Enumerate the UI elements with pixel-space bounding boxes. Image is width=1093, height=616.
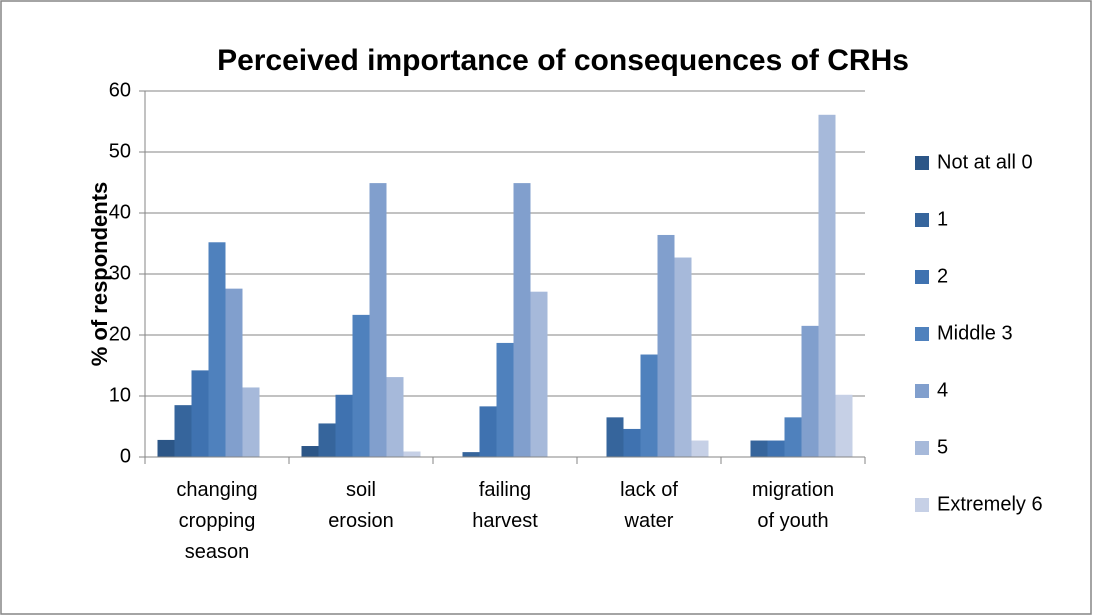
x-tick-label: lack of water	[620, 479, 678, 532]
bar	[386, 377, 404, 457]
bar	[174, 405, 192, 457]
bar	[623, 428, 641, 457]
bar	[242, 387, 260, 457]
y-tick-label: 0	[120, 445, 131, 467]
legend-label: 2	[937, 265, 948, 287]
legend-swatch	[915, 270, 929, 284]
legend-swatch	[915, 498, 929, 512]
x-tick-label: changing cropping season	[176, 479, 257, 563]
bar	[513, 183, 531, 458]
chart-title: Perceived importance of consequences of …	[217, 44, 909, 77]
bar	[818, 114, 836, 457]
y-tick-label: 20	[109, 323, 131, 345]
bar	[318, 423, 336, 457]
y-axis-label: % of respondents	[87, 182, 112, 367]
legend-label: Not at all 0	[937, 151, 1033, 173]
bar	[335, 394, 353, 457]
y-tick-label: 40	[109, 201, 131, 223]
y-tick-label: 60	[109, 79, 131, 101]
bar	[208, 242, 226, 457]
bar	[157, 439, 175, 457]
bar	[835, 394, 853, 457]
bar	[784, 417, 802, 457]
bar	[606, 417, 624, 457]
legend-label: Extremely 6	[937, 493, 1043, 515]
legend-label: 4	[937, 379, 948, 401]
bar	[191, 370, 209, 457]
bar	[640, 354, 658, 457]
bar	[352, 314, 370, 457]
bar	[530, 291, 548, 457]
x-tick-label: failing harvest	[472, 479, 538, 532]
legend-swatch	[915, 327, 929, 341]
bar	[691, 440, 709, 457]
legend-label: 1	[937, 208, 948, 230]
legend-swatch	[915, 156, 929, 170]
bar	[462, 452, 480, 457]
bar	[403, 451, 421, 457]
bar	[750, 440, 768, 457]
x-tick-label: soil erosion	[328, 479, 394, 532]
bar	[301, 446, 319, 457]
bar	[369, 183, 387, 458]
x-tick-label: migration of youth	[752, 479, 834, 532]
legend-swatch	[915, 213, 929, 227]
bar	[674, 257, 692, 457]
bar	[479, 406, 497, 457]
legend-swatch	[915, 441, 929, 455]
bar	[225, 288, 243, 457]
legend-swatch	[915, 384, 929, 398]
legend-label: Middle 3	[937, 322, 1013, 344]
y-tick-label: 10	[109, 384, 131, 406]
bar	[801, 325, 819, 457]
y-tick-label: 50	[109, 140, 131, 162]
bar	[496, 342, 514, 457]
bar	[767, 440, 785, 457]
y-tick-label: 30	[109, 262, 131, 284]
bar	[657, 234, 675, 457]
legend-label: 5	[937, 436, 948, 458]
